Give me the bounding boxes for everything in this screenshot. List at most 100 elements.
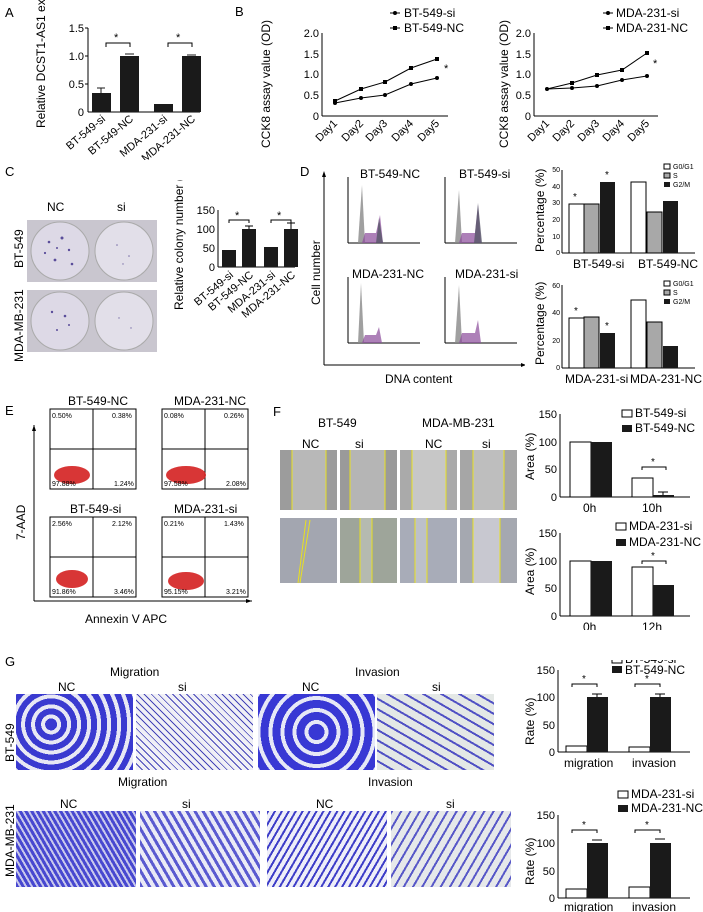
e-ylabel: 7-AAD [14,504,28,540]
svg-text:*: * [653,58,658,70]
wound-group-label-bt549: BT-549 [318,416,357,430]
svg-text:0: 0 [313,111,319,123]
chart-g-mda231-rate: Rate (%) 0 50 100 150 * * migration invasio… [523,787,703,912]
svg-text:50: 50 [545,583,557,595]
chart-b-cck8-bt549: CCK8 assay value (OD) 0 0.5 1.0 1.5 2.0 … [259,6,464,148]
svg-text:1.24%: 1.24% [114,481,134,488]
svg-text:*: * [582,820,586,831]
panel-letter-a: A [5,5,14,20]
svg-text:MDA-231-NC: MDA-231-NC [631,801,703,815]
transwell-section-invasion-2: Invasion [368,775,413,789]
svg-text:40: 40 [552,184,560,191]
svg-text:0.38%: 0.38% [112,413,132,420]
svg-text:0: 0 [551,492,557,504]
svg-text:3.46%: 3.46% [114,589,134,596]
svg-text:BT-549-NC: BT-549-NC [404,21,464,35]
svg-text:0.21%: 0.21% [164,521,184,528]
svg-text:*: * [176,32,181,44]
panel-letter-c: C [5,164,15,179]
svg-text:50: 50 [552,167,560,174]
panel-letter-f: F [273,404,281,419]
chart-d-mda231-percentage: Percentage (%) 0 20 40 60 * * MDA-231-si MDA… [533,280,702,386]
svg-text:BT-549-si: BT-549-si [635,406,686,420]
chart-c-colony: Relative colony number (%) 0 50 100 150 … [172,180,298,321]
svg-text:G0/G1: G0/G1 [673,281,694,288]
svg-text:100: 100 [539,556,557,568]
svg-text:*: * [574,306,578,317]
transwell-section-invasion-1: Invasion [355,665,400,679]
svg-text:1.0: 1.0 [69,51,84,63]
svg-text:migration: migration [564,756,613,770]
svg-text:Rate (%): Rate (%) [523,698,537,745]
svg-text:*: * [582,674,586,685]
svg-text:50: 50 [545,464,557,476]
transwell-image-bt549-invasion-si [377,694,494,770]
svg-text:2.0: 2.0 [304,28,319,40]
svg-text:40: 40 [552,310,560,317]
svg-text:*: * [605,321,609,332]
svg-text:1.5: 1.5 [304,49,319,61]
svg-text:Rate (%): Rate (%) [523,838,537,885]
svg-text:Day3: Day3 [363,118,390,145]
svg-text:S: S [673,290,678,297]
svg-text:50: 50 [543,866,555,878]
svg-text:BT-549-si: BT-549-si [573,257,624,270]
svg-text:0: 0 [78,107,84,119]
colony-col-label-si: si [117,200,126,214]
svg-text:*: * [645,674,649,685]
svg-text:BT-549-si: BT-549-si [404,6,455,20]
svg-text:BT-549-NC: BT-549-NC [638,257,698,270]
svg-text:50: 50 [203,243,215,255]
svg-text:100: 100 [539,437,557,449]
svg-text:Day4: Day4 [389,118,416,145]
svg-text:*: * [235,210,240,222]
svg-text:2.0: 2.0 [516,28,531,40]
svg-text:2.08%: 2.08% [226,481,246,488]
svg-text:CCK8 assay value (OD): CCK8 assay value (OD) [497,20,511,148]
d-ylabel: Cell number [310,240,323,305]
transwell-section-migration-2: Migration [118,775,168,789]
svg-text:Area (%): Area (%) [523,433,537,480]
svg-text:0h: 0h [583,620,596,630]
svg-text:2.56%: 2.56% [52,521,72,528]
svg-text:150: 150 [197,205,215,217]
wound-group-label-mda: MDA-MB-231 [422,416,495,430]
svg-text:1.0: 1.0 [304,69,319,81]
svg-text:BT-549-si: BT-549-si [459,167,510,181]
svg-text:20: 20 [552,217,560,224]
svg-text:0h: 0h [583,501,596,515]
svg-text:S: S [673,173,678,180]
panel-letter-e: E [5,403,14,418]
wound-col-nc-2: NC [425,437,443,451]
d-xlabel: DNA content [385,372,453,386]
svg-text:1.5: 1.5 [69,23,84,35]
svg-text:100: 100 [537,692,555,704]
svg-text:12h: 12h [642,620,662,630]
transwell-image-bt549-migration-nc [16,694,133,770]
svg-text:95.15%: 95.15% [164,589,188,596]
transwell-col-nc-3: NC [60,797,78,811]
svg-text:1.43%: 1.43% [224,521,244,528]
svg-text:MDA-231-NC: MDA-231-NC [174,395,246,408]
svg-text:*: * [114,32,119,44]
svg-text:1.0: 1.0 [516,69,531,81]
svg-text:0.26%: 0.26% [224,413,244,420]
svg-text:BT-549-si: BT-549-si [70,502,121,516]
svg-text:0.08%: 0.08% [164,413,184,420]
svg-text:MDA-231-NC: MDA-231-NC [630,372,702,386]
svg-text:150: 150 [539,409,557,421]
transwell-image-mda-migration-nc [16,811,136,887]
svg-text:MDA-231-NC: MDA-231-NC [352,267,424,281]
svg-text:BT-549-NC: BT-549-NC [68,395,128,408]
svg-text:Relative colony number (%): Relative colony number (%) [172,180,186,310]
svg-text:0: 0 [556,365,560,372]
chart-f-mda231-area: Area (%) 0 50 100 150 * 0h 12h MDA-231-si M… [523,519,701,630]
svg-text:100: 100 [197,224,215,236]
transwell-image-bt549-migration-si [136,694,253,770]
svg-text:0: 0 [549,893,555,905]
e-xlabel: Annexin V APC [85,612,167,626]
chart-b-cck8-mda231: CCK8 assay value (OD) 0 0.5 1.0 1.5 2.0 … [497,6,688,148]
chart-a-ylabel: Relative DCST1-AS1 expression [34,0,48,128]
svg-text:0: 0 [556,250,560,257]
svg-text:MDA-231-NC: MDA-231-NC [616,21,688,35]
